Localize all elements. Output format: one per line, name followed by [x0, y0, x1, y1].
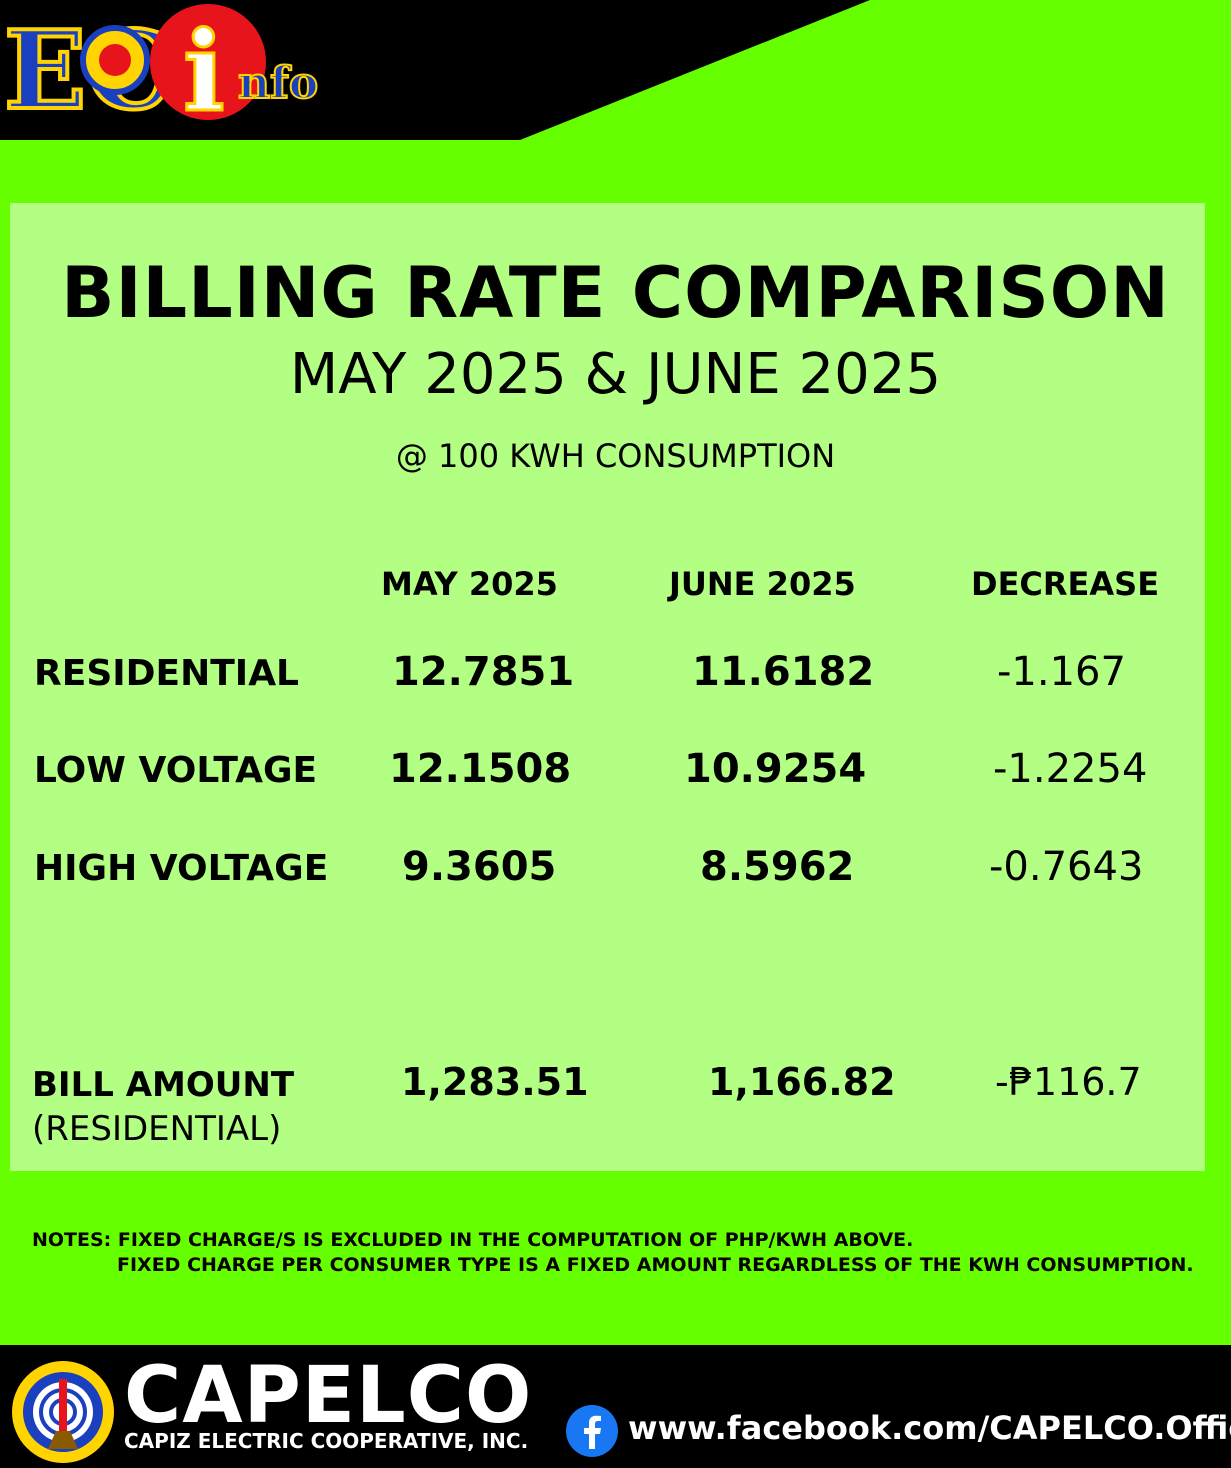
facebook-link[interactable]: www.facebook.com/CAPELCO.Official [628, 1409, 1231, 1447]
bill-june-value: 1,166.82 [708, 1060, 896, 1104]
column-header-decrease: DECREASE [971, 565, 1160, 603]
residential-decrease-value: -1.167 [997, 649, 1126, 695]
page-title: BILLING RATE COMPARISON [61, 252, 1170, 334]
low-voltage-may-value: 12.1508 [389, 746, 572, 792]
brand-name: CAPELCO [124, 1351, 533, 1441]
row-label-low-voltage: LOW VOLTAGE [34, 750, 318, 791]
high-voltage-decrease-value: -0.7643 [989, 844, 1144, 890]
capelco-seal-logo [12, 1361, 114, 1463]
facebook-icon[interactable] [566, 1405, 618, 1457]
ecinfo-logo: EC i nfo [2, 4, 319, 122]
logo-text-ec: EC [4, 8, 172, 122]
footer-bar: CAPELCO CAPIZ ELECTRIC COOPERATIVE, INC.… [0, 1345, 1231, 1468]
column-header-june: JUNE 2025 [669, 565, 856, 603]
residential-may-value: 12.7851 [392, 649, 575, 695]
row-label-residential: RESIDENTIAL [34, 653, 299, 694]
bill-may-value: 1,283.51 [401, 1060, 589, 1104]
column-header-may: MAY 2025 [381, 565, 558, 603]
consumption-note: @ 100 KWH CONSUMPTION [395, 437, 836, 475]
header-bar: EC i nfo [0, 0, 1231, 140]
logo-text-i: i [183, 7, 225, 122]
row-label-high-voltage: HIGH VOLTAGE [34, 848, 329, 889]
notes-line2: FIXED CHARGE PER CONSUMER TYPE IS A FIXE… [117, 1254, 1194, 1276]
high-voltage-may-value: 9.3605 [402, 844, 557, 890]
content-panel [10, 203, 1205, 1171]
residential-june-value: 11.6182 [692, 649, 875, 695]
high-voltage-june-value: 8.5962 [700, 844, 855, 890]
bill-amount-label-line2: (RESIDENTIAL) [32, 1109, 282, 1149]
low-voltage-decrease-value: -1.2254 [993, 746, 1148, 792]
notes-line1: NOTES: FIXED CHARGE/S IS EXCLUDED IN THE… [32, 1229, 914, 1251]
bill-decrease-value: -₱116.7 [995, 1060, 1142, 1104]
brand-subtitle: CAPIZ ELECTRIC COOPERATIVE, INC. [124, 1429, 529, 1453]
notes: NOTES: FIXED CHARGE/S IS EXCLUDED IN THE… [32, 1228, 1194, 1278]
low-voltage-june-value: 10.9254 [684, 746, 867, 792]
bill-amount-label-line1: BILL AMOUNT [32, 1065, 295, 1105]
bill-amount-label: BILL AMOUNT (RESIDENTIAL) [32, 1063, 294, 1151]
logo-text-nfo: nfo [238, 58, 318, 109]
page-subtitle: MAY 2025 & JUNE 2025 [289, 342, 942, 407]
